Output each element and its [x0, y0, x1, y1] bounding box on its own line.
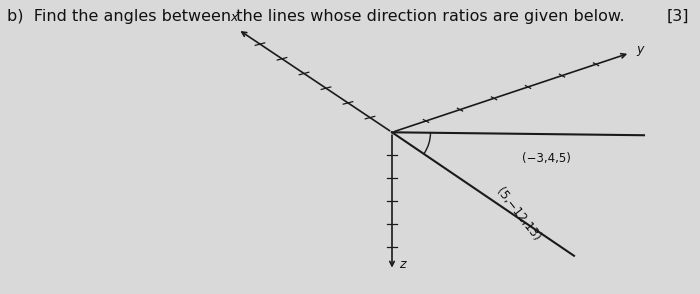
Text: z: z — [399, 258, 406, 271]
Text: x: x — [231, 11, 238, 24]
Text: [3]: [3] — [667, 9, 690, 24]
Text: b)  Find the angles between the lines whose direction ratios are given below.: b) Find the angles between the lines who… — [7, 9, 624, 24]
Text: (−3,4,5): (−3,4,5) — [522, 152, 570, 165]
Text: y: y — [637, 44, 644, 56]
Text: (5,−12,13): (5,−12,13) — [494, 186, 542, 244]
